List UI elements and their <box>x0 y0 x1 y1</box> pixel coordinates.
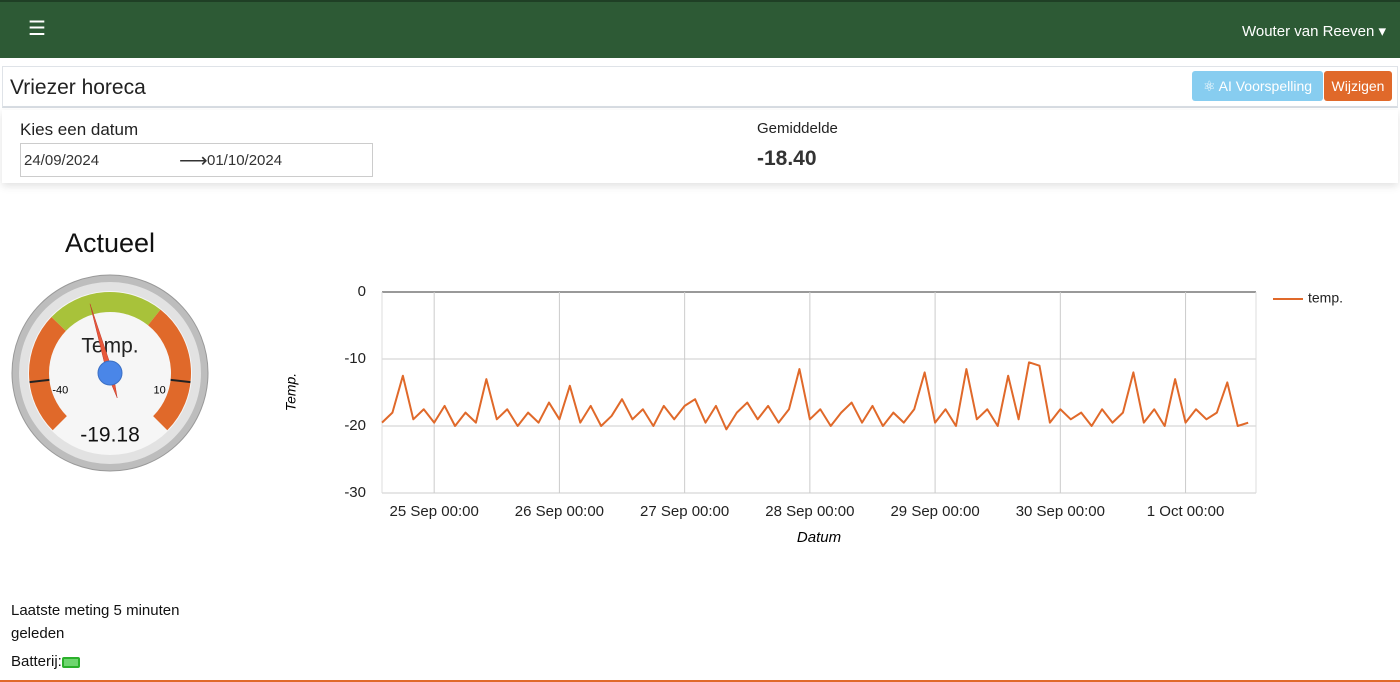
line-series <box>381 361 1249 431</box>
ai-button[interactable]: ⚛ AI Voorspelling <box>1192 71 1323 101</box>
ai-button-label: AI Voorspelling <box>1218 78 1313 94</box>
user-menu[interactable]: Wouter van Reeven ▾ <box>1241 23 1386 40</box>
user-name: Wouter van Reeven <box>1241 23 1375 40</box>
y-tick-label: 0 <box>358 283 366 300</box>
battery: Batterij: <box>11 653 80 670</box>
x-tick-label: 1 Oct 00:00 <box>1147 503 1225 520</box>
filter-card: Kies een datum 24/09/2024 ⟶ 01/10/2024 G… <box>2 110 1398 183</box>
date-range-input[interactable]: 24/09/2024 ⟶ 01/10/2024 <box>20 143 373 177</box>
x-tick-label: 27 Sep 00:00 <box>640 503 729 520</box>
x-tick-label: 26 Sep 00:00 <box>515 503 604 520</box>
y-axis-label: Temp. <box>283 373 299 411</box>
y-tick-label: -30 <box>344 484 366 501</box>
battery-icon <box>61 656 80 668</box>
edit-button[interactable]: Wijzigen <box>1324 71 1392 101</box>
date-label: Kies een datum <box>20 120 139 139</box>
y-tick-label: -10 <box>344 350 366 367</box>
page-title: Vriezer horeca <box>10 76 146 99</box>
avg-value: -18.40 <box>757 147 817 170</box>
bottom-rule <box>0 680 1400 682</box>
avg-label: Gemiddelde <box>757 120 838 137</box>
battery-label: Batterij: <box>11 653 62 670</box>
date-to: 01/10/2024 <box>207 152 283 169</box>
x-axis-label: Datum <box>797 529 841 546</box>
legend-label: temp. <box>1308 290 1343 306</box>
gauge-band <box>29 317 68 431</box>
y-tick-label: -20 <box>344 417 366 434</box>
gauge-tick-label: 10 <box>154 385 166 397</box>
range-arrow: ⟶ <box>179 150 208 172</box>
gauge-band <box>147 309 191 431</box>
header-card: Vriezer horeca <box>2 66 1398 108</box>
x-tick-label: 28 Sep 00:00 <box>765 503 854 520</box>
gauge-hub <box>97 360 123 386</box>
gauge-label: Temp. <box>81 335 138 358</box>
gauge-value: -19.18 <box>80 424 140 447</box>
gauge-title: Actueel <box>65 228 155 258</box>
x-tick-label: 25 Sep 00:00 <box>390 503 479 520</box>
last-measurement: Laatste meting 5 minuten geleden <box>11 602 180 642</box>
navbar: ☰ Wouter van Reeven ▾ <box>0 0 1400 58</box>
x-tick-label: 30 Sep 00:00 <box>1016 503 1105 520</box>
menu-icon[interactable]: ☰ <box>28 18 46 40</box>
gauge-tick-label: -40 <box>52 385 68 397</box>
x-tick-label: 29 Sep 00:00 <box>890 503 979 520</box>
gauge-tick <box>170 378 191 384</box>
gauge-band-green <box>51 292 161 332</box>
gauge-tick <box>29 378 50 384</box>
date-from: 24/09/2024 <box>24 152 100 169</box>
